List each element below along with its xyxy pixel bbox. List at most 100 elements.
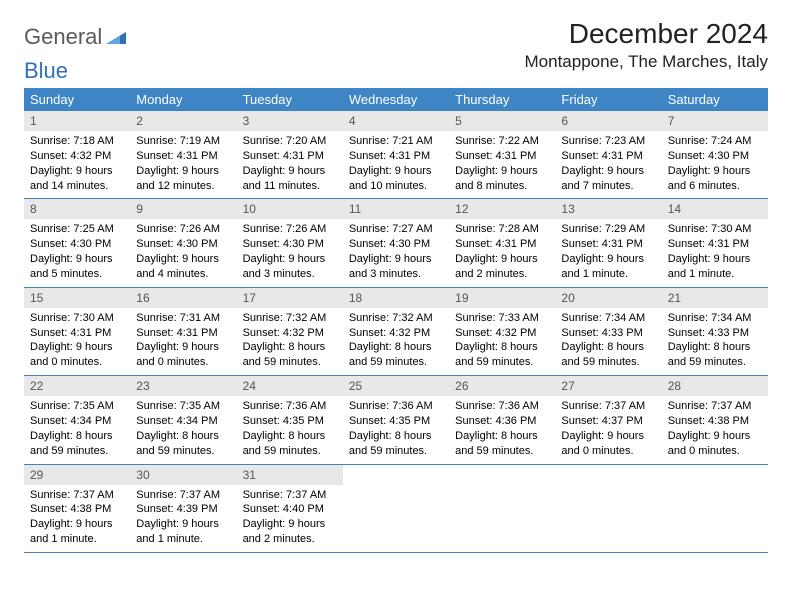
cell-line: Sunrise: 7:26 AM [243,222,337,237]
cell-line: and 1 minute. [561,267,655,282]
cell-line: Sunrise: 7:25 AM [30,222,124,237]
cell-line: Sunset: 4:34 PM [136,414,230,429]
cell-line: Sunset: 4:30 PM [349,237,443,252]
day-number: 9 [130,199,236,219]
calendar-cell: 5Sunrise: 7:22 AMSunset: 4:31 PMDaylight… [449,111,555,198]
cell-line: Sunset: 4:38 PM [30,502,124,517]
cell-line: Sunrise: 7:36 AM [349,399,443,414]
calendar-cell: . [449,465,555,552]
logo-word-general: General [24,24,102,50]
cell-line: Sunrise: 7:33 AM [455,311,549,326]
day-header: Thursday [449,88,555,111]
calendar-cell: 16Sunrise: 7:31 AMSunset: 4:31 PMDayligh… [130,288,236,375]
cell-line: Sunset: 4:31 PM [455,237,549,252]
cell-body: Sunrise: 7:34 AMSunset: 4:33 PMDaylight:… [555,308,661,375]
cell-line: Sunset: 4:33 PM [561,326,655,341]
calendar-cell: 22Sunrise: 7:35 AMSunset: 4:34 PMDayligh… [24,376,130,463]
cell-body: Sunrise: 7:22 AMSunset: 4:31 PMDaylight:… [449,131,555,198]
cell-body: Sunrise: 7:37 AMSunset: 4:38 PMDaylight:… [662,396,768,463]
cell-line: Sunset: 4:31 PM [243,149,337,164]
calendar-cell: 17Sunrise: 7:32 AMSunset: 4:32 PMDayligh… [237,288,343,375]
cell-line: Sunrise: 7:24 AM [668,134,762,149]
cell-line: Daylight: 9 hours [243,164,337,179]
calendar-cell: 3Sunrise: 7:20 AMSunset: 4:31 PMDaylight… [237,111,343,198]
day-number: 11 [343,199,449,219]
calendar-cell: 24Sunrise: 7:36 AMSunset: 4:35 PMDayligh… [237,376,343,463]
cell-line: and 0 minutes. [136,355,230,370]
cell-line: Sunrise: 7:28 AM [455,222,549,237]
cell-line: Daylight: 9 hours [349,252,443,267]
calendar-cell: 14Sunrise: 7:30 AMSunset: 4:31 PMDayligh… [662,199,768,286]
cell-line: Sunset: 4:32 PM [243,326,337,341]
cell-line: and 5 minutes. [30,267,124,282]
day-number: 12 [449,199,555,219]
cell-line: Sunrise: 7:22 AM [455,134,549,149]
cell-line: Sunset: 4:31 PM [136,326,230,341]
calendar-cell: 26Sunrise: 7:36 AMSunset: 4:36 PMDayligh… [449,376,555,463]
cell-body: Sunrise: 7:35 AMSunset: 4:34 PMDaylight:… [24,396,130,463]
day-number: 23 [130,376,236,396]
day-number: 5 [449,111,555,131]
day-number: 7 [662,111,768,131]
calendar-cell: 8Sunrise: 7:25 AMSunset: 4:30 PMDaylight… [24,199,130,286]
cell-body: Sunrise: 7:18 AMSunset: 4:32 PMDaylight:… [24,131,130,198]
cell-line: Sunrise: 7:27 AM [349,222,443,237]
cell-line: Sunrise: 7:34 AM [561,311,655,326]
cell-line: and 10 minutes. [349,179,443,194]
day-headers-row: SundayMondayTuesdayWednesdayThursdayFrid… [24,88,768,111]
cell-line: Daylight: 8 hours [243,340,337,355]
calendar-cell: 27Sunrise: 7:37 AMSunset: 4:37 PMDayligh… [555,376,661,463]
cell-line: Daylight: 9 hours [136,517,230,532]
cell-line: Daylight: 9 hours [561,429,655,444]
week-row: 8Sunrise: 7:25 AMSunset: 4:30 PMDaylight… [24,199,768,287]
cell-line: and 6 minutes. [668,179,762,194]
cell-line: Sunset: 4:34 PM [30,414,124,429]
calendar-cell: 7Sunrise: 7:24 AMSunset: 4:30 PMDaylight… [662,111,768,198]
cell-line: Daylight: 9 hours [455,164,549,179]
calendar-cell: 18Sunrise: 7:32 AMSunset: 4:32 PMDayligh… [343,288,449,375]
cell-line: and 1 minute. [136,532,230,547]
day-header: Saturday [662,88,768,111]
cell-body: Sunrise: 7:32 AMSunset: 4:32 PMDaylight:… [237,308,343,375]
day-number: 17 [237,288,343,308]
calendar-cell: 12Sunrise: 7:28 AMSunset: 4:31 PMDayligh… [449,199,555,286]
cell-line: Sunrise: 7:26 AM [136,222,230,237]
cell-line: and 59 minutes. [349,444,443,459]
day-number: 14 [662,199,768,219]
week-row: 29Sunrise: 7:37 AMSunset: 4:38 PMDayligh… [24,465,768,553]
logo-triangle-icon [106,24,126,50]
day-number: 25 [343,376,449,396]
cell-line: Sunrise: 7:31 AM [136,311,230,326]
cell-line: Daylight: 8 hours [455,340,549,355]
cell-line: and 11 minutes. [243,179,337,194]
day-number: 27 [555,376,661,396]
calendar-cell: 21Sunrise: 7:34 AMSunset: 4:33 PMDayligh… [662,288,768,375]
cell-line: Sunset: 4:31 PM [136,149,230,164]
day-header: Wednesday [343,88,449,111]
day-number: 20 [555,288,661,308]
day-number: 13 [555,199,661,219]
cell-line: and 14 minutes. [30,179,124,194]
day-number: 24 [237,376,343,396]
cell-body: Sunrise: 7:26 AMSunset: 4:30 PMDaylight:… [237,219,343,286]
day-header: Tuesday [237,88,343,111]
cell-line: and 1 minute. [668,267,762,282]
week-row: 15Sunrise: 7:30 AMSunset: 4:31 PMDayligh… [24,288,768,376]
cell-line: Daylight: 9 hours [136,164,230,179]
cell-line: Sunrise: 7:30 AM [30,311,124,326]
day-header: Sunday [24,88,130,111]
calendar-cell: 25Sunrise: 7:36 AMSunset: 4:35 PMDayligh… [343,376,449,463]
cell-line: Sunset: 4:32 PM [349,326,443,341]
cell-line: Daylight: 9 hours [30,340,124,355]
cell-line: Sunrise: 7:37 AM [136,488,230,503]
day-number: 18 [343,288,449,308]
cell-line: and 59 minutes. [349,355,443,370]
cell-line: Sunset: 4:30 PM [30,237,124,252]
cell-line: Sunrise: 7:36 AM [243,399,337,414]
cell-line: and 12 minutes. [136,179,230,194]
calendar-cell: 15Sunrise: 7:30 AMSunset: 4:31 PMDayligh… [24,288,130,375]
day-number: 19 [449,288,555,308]
day-number: 21 [662,288,768,308]
cell-line: Sunset: 4:30 PM [243,237,337,252]
cell-body: Sunrise: 7:36 AMSunset: 4:35 PMDaylight:… [343,396,449,463]
